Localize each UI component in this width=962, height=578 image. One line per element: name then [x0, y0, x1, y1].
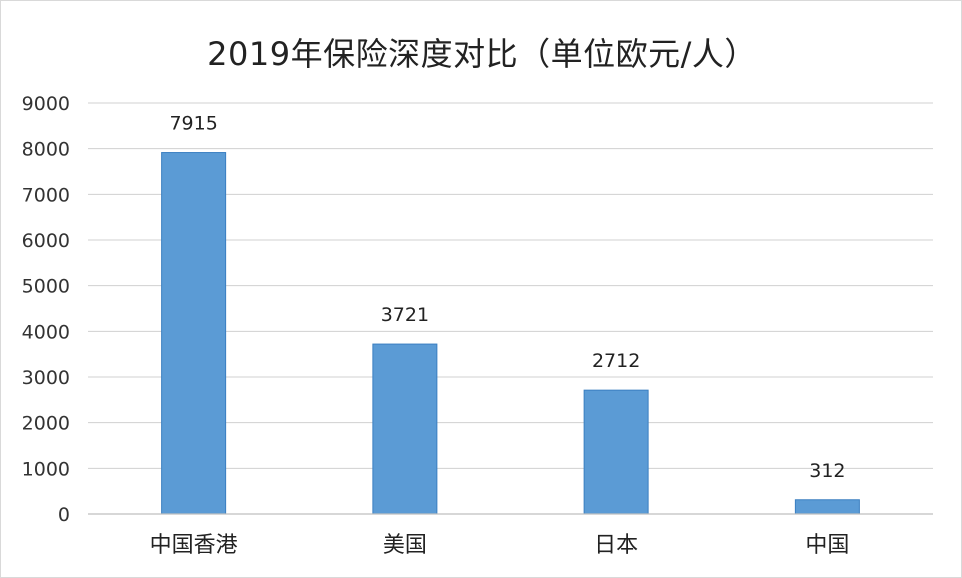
bars	[161, 152, 860, 515]
data-label: 7915	[169, 113, 217, 135]
data-label: 2712	[592, 350, 640, 372]
x-category-label: 中国香港	[150, 533, 238, 558]
y-tick-label: 4000	[22, 321, 70, 343]
x-category-label: 美国	[383, 533, 427, 558]
x-axis-category-labels: 中国香港 美国 日本 中国	[150, 533, 850, 558]
data-labels: 7915 3721 2712 312	[169, 113, 845, 482]
x-category-label: 中国	[805, 533, 849, 558]
y-tick-label: 5000	[22, 276, 70, 298]
y-tick-label: 3000	[22, 367, 70, 389]
y-tick-label: 7000	[22, 184, 70, 206]
y-tick-label: 9000	[22, 93, 70, 115]
y-tick-label: 2000	[22, 413, 70, 435]
bar	[583, 389, 649, 515]
gridlines	[88, 102, 933, 469]
data-label: 312	[809, 460, 845, 482]
bar	[161, 152, 227, 515]
y-tick-label: 0	[58, 504, 70, 526]
y-axis-tick-labels: 0 1000 2000 3000 4000 5000 6000 7000 8000 9000	[22, 93, 70, 526]
bar	[372, 343, 438, 515]
chart-title: 2019年保险深度对比（单位欧元/人）	[207, 35, 757, 73]
y-tick-label: 1000	[22, 458, 70, 480]
y-tick-label: 6000	[22, 230, 70, 252]
data-label: 3721	[381, 304, 429, 326]
x-category-label: 日本	[594, 533, 638, 558]
y-tick-label: 8000	[22, 139, 70, 161]
bar	[794, 499, 860, 515]
